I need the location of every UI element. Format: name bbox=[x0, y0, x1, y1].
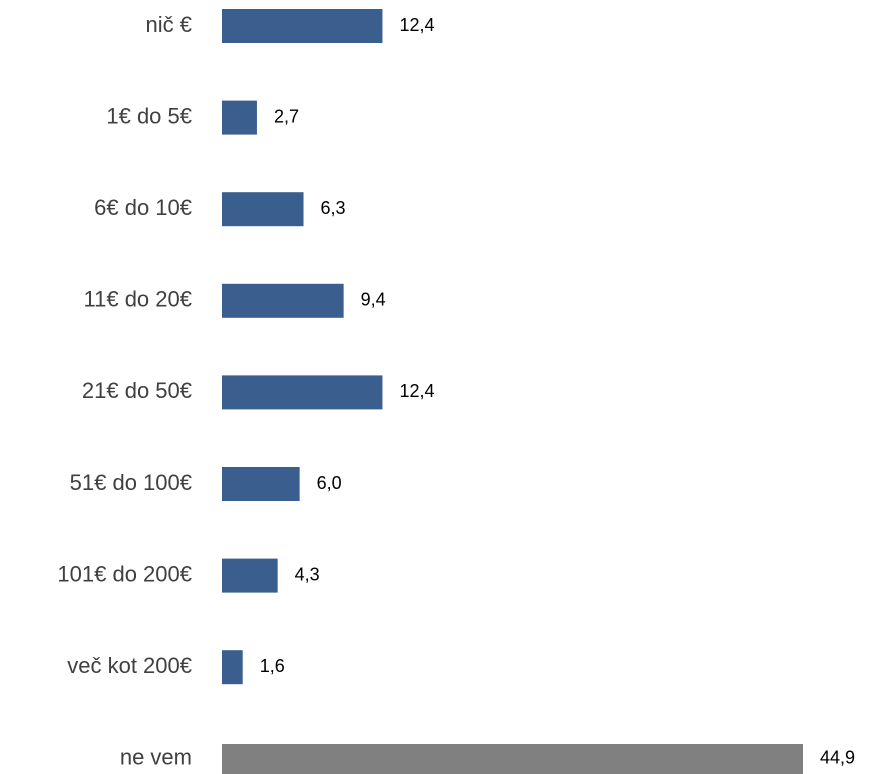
value-label: 9,4 bbox=[361, 290, 386, 310]
bar bbox=[222, 9, 383, 43]
bar bbox=[222, 650, 243, 685]
bar bbox=[222, 467, 300, 501]
category-label: več kot 200€ bbox=[67, 653, 192, 678]
value-label: 6,3 bbox=[321, 198, 346, 218]
value-label: 4,3 bbox=[295, 564, 320, 584]
bar bbox=[222, 283, 344, 318]
value-label: 2,7 bbox=[274, 106, 299, 126]
category-label: ne vem bbox=[120, 745, 192, 770]
value-label: 6,0 bbox=[317, 473, 342, 493]
category-label: 21€ do 50€ bbox=[82, 378, 192, 403]
category-label: nič € bbox=[146, 12, 192, 37]
value-label: 12,4 bbox=[399, 15, 434, 35]
category-label: 1€ do 5€ bbox=[106, 103, 192, 128]
bar bbox=[222, 744, 803, 774]
category-label: 101€ do 200€ bbox=[57, 561, 192, 586]
bar bbox=[222, 100, 257, 135]
value-label: 12,4 bbox=[399, 381, 434, 401]
category-label: 6€ do 10€ bbox=[94, 195, 192, 220]
value-label: 1,6 bbox=[260, 656, 285, 676]
value-label: 44,9 bbox=[820, 748, 855, 768]
bar bbox=[222, 375, 383, 410]
category-label: 11€ do 20€ bbox=[84, 287, 192, 312]
category-label: 51€ do 100€ bbox=[70, 470, 192, 495]
bar bbox=[222, 558, 278, 593]
bar bbox=[222, 192, 304, 227]
